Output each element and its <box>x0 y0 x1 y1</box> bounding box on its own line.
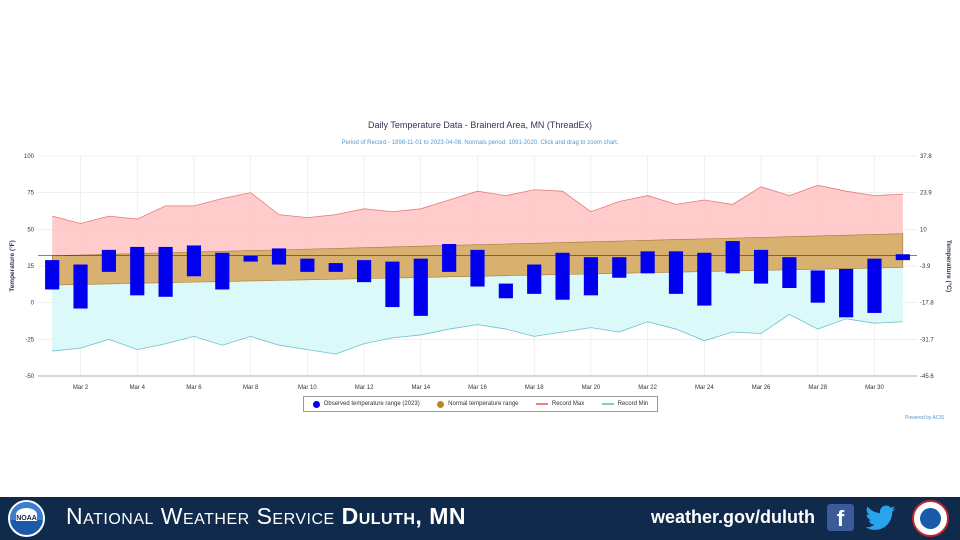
observed-bar <box>73 264 88 309</box>
legend-normal-marker <box>437 400 445 408</box>
temperature-chart[interactable]: Daily Temperature Data - Brainerd Area, … <box>0 110 960 430</box>
chart-legend: Observed temperature range (2023) Normal… <box>303 396 658 412</box>
office-name: Duluth, MN <box>341 503 466 529</box>
plot-area: 100 75 50 25 0 -25 -50 37.8 23.9 10 -3.9 -17.8 -31.7… <box>24 154 934 391</box>
legend-record-max-label: Record Max <box>551 401 585 407</box>
x-tick-label: Mar 16 <box>468 385 487 391</box>
y-tick-label-right: -3.9 <box>920 264 931 270</box>
nws-logo <box>912 500 949 537</box>
x-tick-label: Mar 4 <box>130 385 146 391</box>
x-tick-label: Mar 2 <box>73 385 89 391</box>
legend-record-min-label: Record Min <box>617 401 649 407</box>
y-tick-label-left: 100 <box>24 154 35 160</box>
x-tick-label: Mar 6 <box>186 385 202 391</box>
x-tick-label: Mar 10 <box>298 385 317 391</box>
x-tick-label: Mar 26 <box>752 385 771 391</box>
x-tick-label: Mar 30 <box>865 385 884 391</box>
record-max-line <box>52 184 903 224</box>
observed-bar <box>555 252 570 300</box>
noaa-logo-bird <box>16 508 37 521</box>
observed-bar <box>810 270 825 303</box>
observed-bar <box>668 251 684 294</box>
record-min-line <box>52 313 903 355</box>
observed-bar <box>697 252 712 306</box>
observed-bar <box>130 246 145 296</box>
noaa-logo-text: NOAA <box>16 515 37 522</box>
y-tick-label-left: 25 <box>27 264 34 270</box>
y-tick-label-left: 0 <box>31 301 35 307</box>
x-tick-label: Mar 14 <box>411 385 430 391</box>
observed-bar <box>215 252 230 290</box>
org-title: National Weather Service Duluth, MN <box>66 503 466 530</box>
observed-bar <box>158 246 173 297</box>
y-axis-right-label: Temperature (°C) <box>945 240 953 292</box>
legend-record-min[interactable]: Record Min <box>601 401 649 407</box>
observed-bar <box>45 260 60 290</box>
chart-subtitle: Period of Record - 1898-11-01 to 2023-04… <box>341 140 618 146</box>
y-tick-label-left: 50 <box>27 227 34 233</box>
observed-bar <box>271 248 287 265</box>
legend-normal[interactable]: Normal temperature range <box>437 400 519 408</box>
legend-observed[interactable]: Observed temperature range (2023) <box>312 400 420 408</box>
y-tick-label-right: 10 <box>920 227 927 233</box>
x-tick-label: Mar 24 <box>695 385 714 391</box>
legend-observed-label: Observed temperature range (2023) <box>323 401 420 407</box>
facebook-icon[interactable]: f <box>827 504 854 531</box>
observed-bar <box>640 251 655 274</box>
observed-bar <box>442 244 457 272</box>
observed-bar <box>243 255 258 262</box>
observed-bar <box>527 264 542 294</box>
observed-bar <box>385 261 400 308</box>
observed-bar <box>186 245 202 277</box>
observed-bar <box>612 257 627 278</box>
x-tick-label: Mar 28 <box>808 385 827 391</box>
observed-bar <box>101 249 116 272</box>
y-tick-label-right: -17.8 <box>920 301 934 307</box>
x-tick-label: Mar 12 <box>355 385 374 391</box>
legend-normal-label: Normal temperature range <box>448 401 519 407</box>
website-link[interactable]: weather.gov/duluth <box>651 507 816 527</box>
y-tick-label-left: -50 <box>25 374 34 380</box>
y-tick-label-right: -45.6 <box>920 374 934 380</box>
observed-bar <box>498 283 513 299</box>
org-name: National Weather Service <box>66 503 335 529</box>
observed-bar <box>753 249 769 284</box>
observed-bar <box>413 258 428 316</box>
observed-bar <box>328 263 343 272</box>
footer-banner: NOAA National Weather Service Duluth, MN… <box>0 497 960 540</box>
observed-bar <box>839 268 854 318</box>
legend-record-min-marker <box>601 403 614 405</box>
x-tick-label: Mar 8 <box>243 385 259 391</box>
noaa-logo: NOAA <box>8 500 45 537</box>
legend-record-max[interactable]: Record Max <box>535 401 585 407</box>
x-tick-label: Mar 20 <box>582 385 601 391</box>
record-min-area <box>52 267 903 354</box>
y-tick-label-left: 75 <box>27 191 34 197</box>
legend-record-max-marker <box>535 403 548 405</box>
y-tick-label-right: -31.7 <box>920 337 934 343</box>
observed-bar <box>782 257 797 288</box>
legend-observed-marker <box>312 400 320 408</box>
x-tick-label: Mar 22 <box>638 385 657 391</box>
record-max-area <box>52 185 903 256</box>
observed-bar <box>895 254 910 261</box>
observed-bar <box>356 260 372 283</box>
twitter-icon[interactable] <box>866 505 896 531</box>
x-tick-label: Mar 18 <box>525 385 544 391</box>
observed-bar <box>583 257 599 296</box>
observed-bar <box>470 249 485 287</box>
chart-title: Daily Temperature Data - Brainerd Area, … <box>368 120 592 130</box>
y-tick-label-right: 23.9 <box>920 191 932 197</box>
y-tick-label-right: 37.8 <box>920 154 932 160</box>
nws-logo-inner <box>920 508 941 529</box>
chart-credits[interactable]: Powered by ACIS <box>905 415 945 421</box>
y-tick-label-left: -25 <box>25 337 34 343</box>
y-axis-left-label: Temperature (°F) <box>8 240 16 292</box>
observed-bar <box>300 258 315 272</box>
observed-bar <box>725 241 740 274</box>
chart-canvas: Daily Temperature Data - Brainerd Area, … <box>8 120 953 391</box>
observed-bar <box>867 258 882 313</box>
